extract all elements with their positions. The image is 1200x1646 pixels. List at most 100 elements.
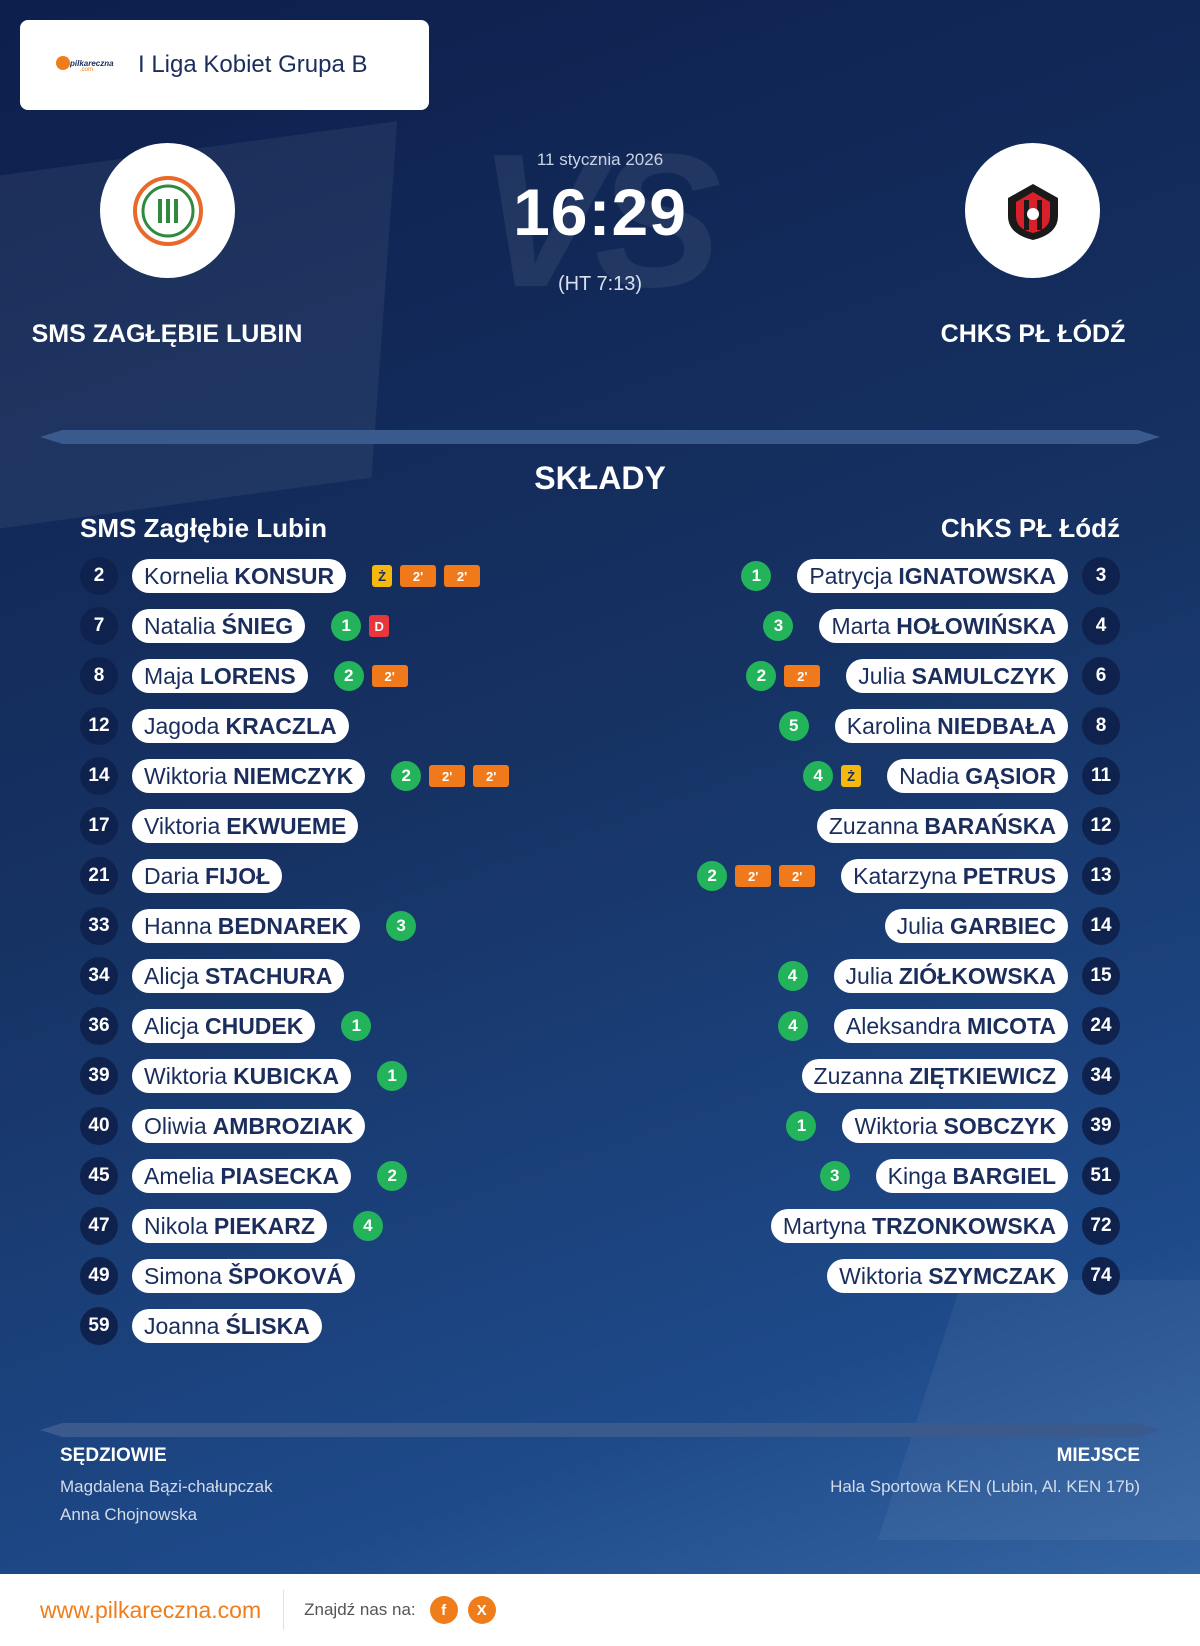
player-first-name: Oliwia [144, 1112, 207, 1139]
away-team-name: CHKS PŁ ŁÓDŹ [940, 320, 1126, 348]
player-number: 40 [80, 1107, 118, 1145]
suspension-badge: 2' [400, 565, 437, 587]
x-icon[interactable]: X [467, 1596, 496, 1624]
player-last-name: ZIÓŁKOWSKA [898, 962, 1056, 989]
player-last-name: PIASECKA [220, 1162, 340, 1189]
player-last-name: EKWUEME [226, 812, 347, 839]
player-name: Wiktoria SZYMCZAK [827, 1259, 1068, 1293]
vs-watermark: VS [478, 115, 721, 327]
player-number: 8 [80, 657, 118, 695]
player-row: 14 Julia GARBIEC [884, 907, 1120, 945]
player-number: 49 [80, 1257, 118, 1295]
player-last-name: CHUDEK [204, 1012, 304, 1039]
player-events: 3 [386, 911, 417, 941]
player-row: 34 Alicja STACHURA [80, 957, 345, 995]
player-name: Zuzanna BARAŃSKA [816, 809, 1068, 843]
player-first-name: Jagoda [144, 712, 220, 739]
player-first-name: Wiktoria [144, 762, 228, 789]
player-number: 17 [80, 807, 118, 845]
ball-icon [56, 56, 70, 70]
goals-badge: 3 [763, 611, 794, 641]
goals-badge: 2 [746, 661, 777, 691]
player-row: 14 Wiktoria NIEMCZYK 2 2' 2' [80, 757, 510, 795]
player-row: 34 Zuzanna ZIĘTKIEWICZ [801, 1057, 1120, 1095]
player-last-name: TRZONKOWSKA [872, 1212, 1056, 1239]
player-name: Hanna BEDNAREK [132, 909, 361, 943]
goals-badge: 1 [331, 611, 362, 641]
league-name: I Liga Kobiet Grupa B [138, 51, 368, 78]
player-last-name: SAMULCZYK [911, 662, 1056, 689]
player-first-name: Martyna [782, 1212, 867, 1239]
yellow-card-icon: Ż [372, 565, 393, 587]
player-number: 6 [1082, 657, 1120, 695]
player-first-name: Julia [896, 912, 944, 939]
player-events: Ż 2' 2' [372, 565, 481, 587]
referees-title: SĘDZIOWIE [60, 1445, 167, 1466]
player-last-name: BEDNAREK [217, 912, 349, 939]
suspension-badge: 2' [779, 865, 816, 887]
referee-name: Magdalena Bązi-chałupczak [60, 1477, 273, 1496]
player-events: 3 [763, 611, 794, 641]
player-first-name: Wiktoria [839, 1262, 923, 1289]
player-name: Kinga BARGIEL [875, 1159, 1068, 1193]
site-link[interactable]: www.pilkareczna.com [40, 1596, 262, 1623]
player-row: 40 Oliwia AMBROZIAK [80, 1107, 366, 1145]
halftime-score: (HT 7:13) [557, 273, 643, 295]
player-row: 17 Viktoria EKWUEME [80, 807, 359, 845]
player-name: Natalia ŚNIEG [132, 609, 306, 643]
suspension-badge: 2' [444, 565, 481, 587]
player-last-name: SZYMCZAK [928, 1262, 1056, 1289]
player-name: Wiktoria KUBICKA [132, 1059, 352, 1093]
background-shape [877, 1280, 1200, 1540]
player-number: 14 [1082, 907, 1120, 945]
player-last-name: ŚNIEG [221, 612, 294, 639]
player-events: 2 [377, 1161, 408, 1191]
player-first-name: Aleksandra [845, 1012, 961, 1039]
away-lineup-title: ChKS PŁ Łódź [940, 513, 1120, 543]
player-last-name: NIEMCZYK [233, 762, 354, 789]
suspension-badge: 2' [371, 665, 408, 687]
goals-badge: 4 [352, 1211, 383, 1241]
player-number: 2 [80, 557, 118, 595]
player-events: 1 [341, 1011, 372, 1041]
goals-badge: 4 [777, 961, 808, 991]
player-name: Zuzanna ZIĘTKIEWICZ [801, 1059, 1068, 1093]
separator [283, 1590, 285, 1630]
player-last-name: KUBICKA [233, 1062, 340, 1089]
player-events: 5 [778, 711, 809, 741]
player-last-name: SOBCZYK [943, 1112, 1056, 1139]
player-row: 13 Katarzyna PETRUS 2' 2' 2 [697, 857, 1120, 895]
player-name: Kornelia KONSUR [132, 559, 347, 593]
player-name: Nikola PIEKARZ [132, 1209, 327, 1243]
suspension-badge: 2' [735, 865, 772, 887]
player-last-name: LORENS [199, 662, 296, 689]
player-number: 3 [1082, 557, 1120, 595]
player-row: 6 Julia SAMULCZYK 2' 2 [746, 657, 1120, 695]
player-last-name: KRACZLA [225, 712, 337, 739]
player-first-name: Zuzanna [813, 1062, 904, 1089]
goals-badge: 4 [803, 761, 834, 791]
player-events: 1 [786, 1111, 817, 1141]
goals-badge: 3 [819, 1161, 850, 1191]
player-number: 34 [80, 957, 118, 995]
goals-badge: 5 [778, 711, 809, 741]
player-name: Joanna ŚLISKA [132, 1309, 322, 1343]
player-events: 3 [819, 1161, 850, 1191]
player-name: Amelia PIASECKA [132, 1159, 352, 1193]
home-team-name: SMS ZAGŁĘBIE LUBIN [31, 320, 303, 348]
suspension-badge: 2' [784, 665, 821, 687]
player-last-name: GĄSIOR [965, 762, 1056, 789]
player-last-name: BARAŃSKA [924, 812, 1056, 839]
player-last-name: PIEKARZ [213, 1212, 315, 1239]
facebook-icon[interactable]: f [429, 1596, 458, 1624]
player-row: 8 Maja LORENS 2 2' [80, 657, 408, 695]
player-name: Maja LORENS [132, 659, 308, 693]
player-first-name: Joanna [144, 1312, 220, 1339]
player-number: 36 [80, 1007, 118, 1045]
player-name: Julia ZIÓŁKOWSKA [833, 959, 1068, 993]
player-row: 36 Alicja CHUDEK 1 [80, 1007, 372, 1045]
venue-name: Hala Sportowa KEN (Lubin, Al. KEN 17b) [830, 1477, 1140, 1496]
player-row: 15 Julia ZIÓŁKOWSKA 4 [777, 957, 1120, 995]
player-number: 7 [80, 607, 118, 645]
